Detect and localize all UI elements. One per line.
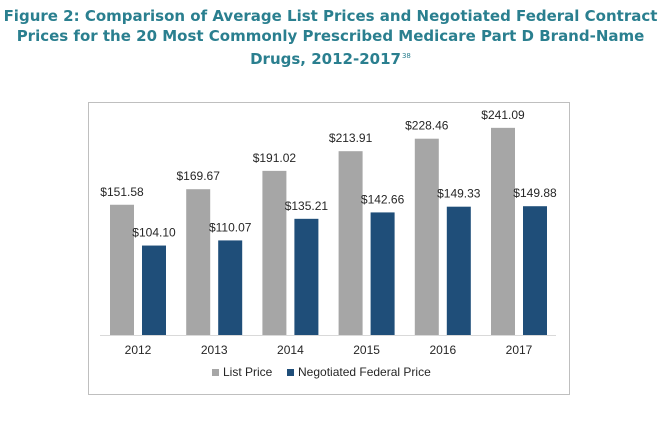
bar-list-price-2016 xyxy=(414,138,439,335)
legend-label-negotiated-price: Negotiated Federal Price xyxy=(298,365,431,379)
data-label-list-price-2015: $213.91 xyxy=(329,131,373,145)
bar-negotiated-price-2016 xyxy=(446,206,471,335)
data-label-list-price-2014: $191.02 xyxy=(253,151,297,165)
figure-title-line-3-text: Drugs, 2012-2017 xyxy=(250,50,401,68)
bar-list-price-2012 xyxy=(110,204,134,335)
data-label-list-price-2012: $151.58 xyxy=(100,185,144,199)
data-label-list-price-2016: $228.46 xyxy=(405,119,449,133)
bar-list-price-2014 xyxy=(262,170,287,335)
figure-title-line-2: Prices for the 20 Most Commonly Prescrib… xyxy=(16,27,645,45)
figure-title-line-1: Figure 2: Comparison of Average List Pri… xyxy=(3,7,658,25)
bar-negotiated-price-2013 xyxy=(218,240,243,335)
bar-negotiated-price-2014 xyxy=(294,218,319,335)
data-label-list-price-2013: $169.67 xyxy=(177,169,221,183)
x-tick-label-2016: 2016 xyxy=(429,343,456,357)
bar-list-price-2013 xyxy=(186,189,211,335)
data-label-negotiated-price-2017: $149.88 xyxy=(513,186,557,200)
legend-swatch-list-price xyxy=(212,369,219,376)
figure-title-line-3: Drugs, 2012-201738 xyxy=(0,46,661,69)
data-label-negotiated-price-2013: $110.07 xyxy=(209,220,252,234)
data-label-list-price-2017: $241.09 xyxy=(481,108,525,122)
x-tick-label-2012: 2012 xyxy=(125,343,152,357)
x-tick-label-2014: 2014 xyxy=(277,343,304,357)
chart-frame xyxy=(88,102,570,395)
footnote-reference: 38 xyxy=(401,52,411,60)
x-tick-label-2013: 2013 xyxy=(201,343,228,357)
bar-negotiated-price-2012 xyxy=(142,245,166,335)
data-label-negotiated-price-2012: $104.10 xyxy=(132,226,176,240)
legend-label-list-price: List Price xyxy=(223,365,273,379)
bar-list-price-2015 xyxy=(338,151,363,335)
data-label-negotiated-price-2016: $149.33 xyxy=(437,187,481,201)
legend-swatch-negotiated-price xyxy=(287,369,294,376)
data-label-negotiated-price-2014: $135.21 xyxy=(285,199,329,213)
x-tick-label-2017: 2017 xyxy=(506,343,533,357)
data-label-negotiated-price-2015: $142.66 xyxy=(361,192,405,206)
x-tick-label-2015: 2015 xyxy=(353,343,380,357)
bar-negotiated-price-2015 xyxy=(370,212,395,335)
figure-title: Figure 2: Comparison of Average List Pri… xyxy=(0,6,661,69)
bar-negotiated-price-2017 xyxy=(523,206,547,335)
bar-list-price-2017 xyxy=(491,127,515,335)
